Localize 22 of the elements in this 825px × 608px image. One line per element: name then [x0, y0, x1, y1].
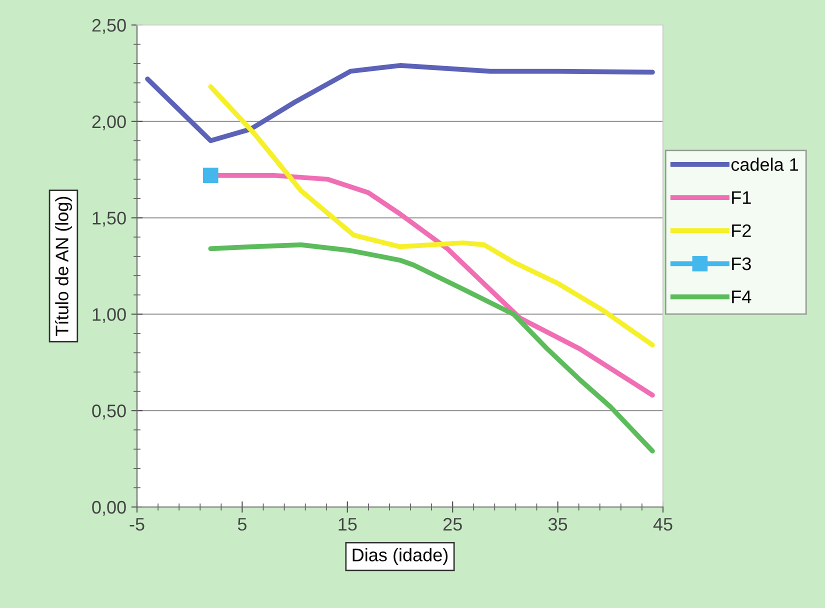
y-tick-label: 1,00 [92, 308, 126, 324]
x-tick-label: 25 [443, 518, 462, 531]
x-tick-label: 45 [653, 518, 672, 531]
legend-label: F2 [732, 224, 751, 237]
legend-label: F3 [732, 257, 751, 270]
legend-label: F1 [732, 191, 751, 204]
x-axis-title: Dias (idade) [352, 548, 448, 565]
legend-label: cadela 1 [731, 158, 798, 171]
y-tick-label: 2,00 [92, 115, 126, 130]
legend-label: F4 [732, 290, 752, 304]
x-tick-label: 5 [238, 518, 246, 531]
line-series [208, 242, 655, 454]
x-tick-label: -5 [130, 518, 144, 531]
y-tick-label: 2,50 [92, 18, 126, 34]
line-series [208, 84, 655, 348]
line-series [145, 63, 655, 144]
y-tick-label: 0,00 [92, 500, 126, 516]
x-tick-label: 15 [338, 518, 357, 531]
x-tick-label: 35 [548, 518, 568, 531]
y-tick-label: 1,50 [92, 212, 126, 227]
y-axis-title: Título de AN (log) [54, 196, 72, 336]
y-tick-label: 0,50 [92, 404, 126, 420]
